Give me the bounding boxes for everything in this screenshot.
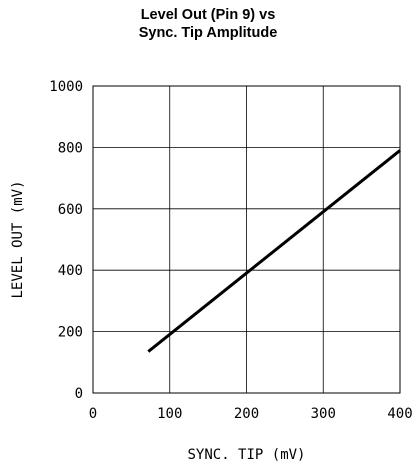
y-tick-label: 600	[58, 202, 83, 218]
series-line	[147, 149, 401, 353]
y-axis-label: LEVEL OUT (mV)	[10, 180, 26, 298]
x-tick-label: 100	[157, 406, 182, 422]
x-tick-label: 400	[387, 406, 412, 422]
y-tick-label: 800	[58, 140, 83, 156]
y-tick-labels: 0 200 400 600 800 1000	[49, 79, 83, 402]
plot-frame	[92, 85, 401, 394]
x-tick-label: 0	[89, 406, 97, 422]
series-layer	[147, 149, 401, 353]
x-tick-label: 300	[311, 406, 336, 422]
chart-title: Level Out (Pin 9) vs Sync. Tip Amplitude	[0, 6, 416, 42]
x-axis-label: SYNC. TIP (mV)	[187, 447, 305, 463]
y-tick-label: 1000	[49, 79, 83, 95]
y-tick-label: 0	[75, 386, 83, 402]
y-tick-label: 200	[58, 325, 83, 341]
grid-lines	[93, 86, 400, 393]
x-tick-label: 200	[234, 406, 259, 422]
x-tick-labels: 0 100 200 300 400	[89, 406, 413, 422]
chart-title-line-1: Level Out (Pin 9) vs	[140, 7, 276, 23]
y-tick-label: 400	[58, 263, 83, 279]
chart-title-line-2: Sync. Tip Amplitude	[138, 25, 278, 41]
